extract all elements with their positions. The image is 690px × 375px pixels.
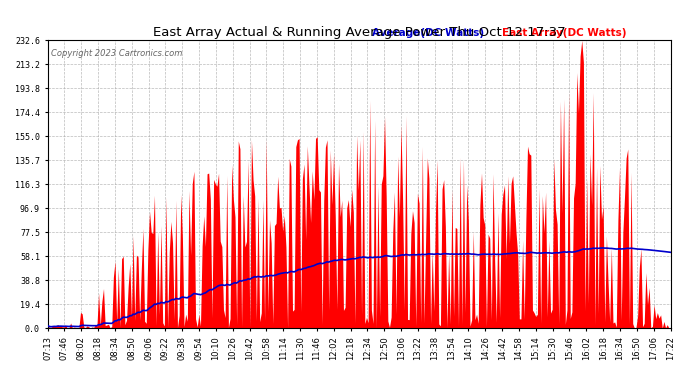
Text: Copyright 2023 Cartronics.com: Copyright 2023 Cartronics.com	[51, 49, 182, 58]
Text: East Array(DC Watts): East Array(DC Watts)	[502, 27, 627, 38]
Title: East Array Actual & Running Average Power Thu Oct 12 17:37: East Array Actual & Running Average Powe…	[152, 26, 565, 39]
Text: Average(DC Watts): Average(DC Watts)	[371, 27, 484, 38]
